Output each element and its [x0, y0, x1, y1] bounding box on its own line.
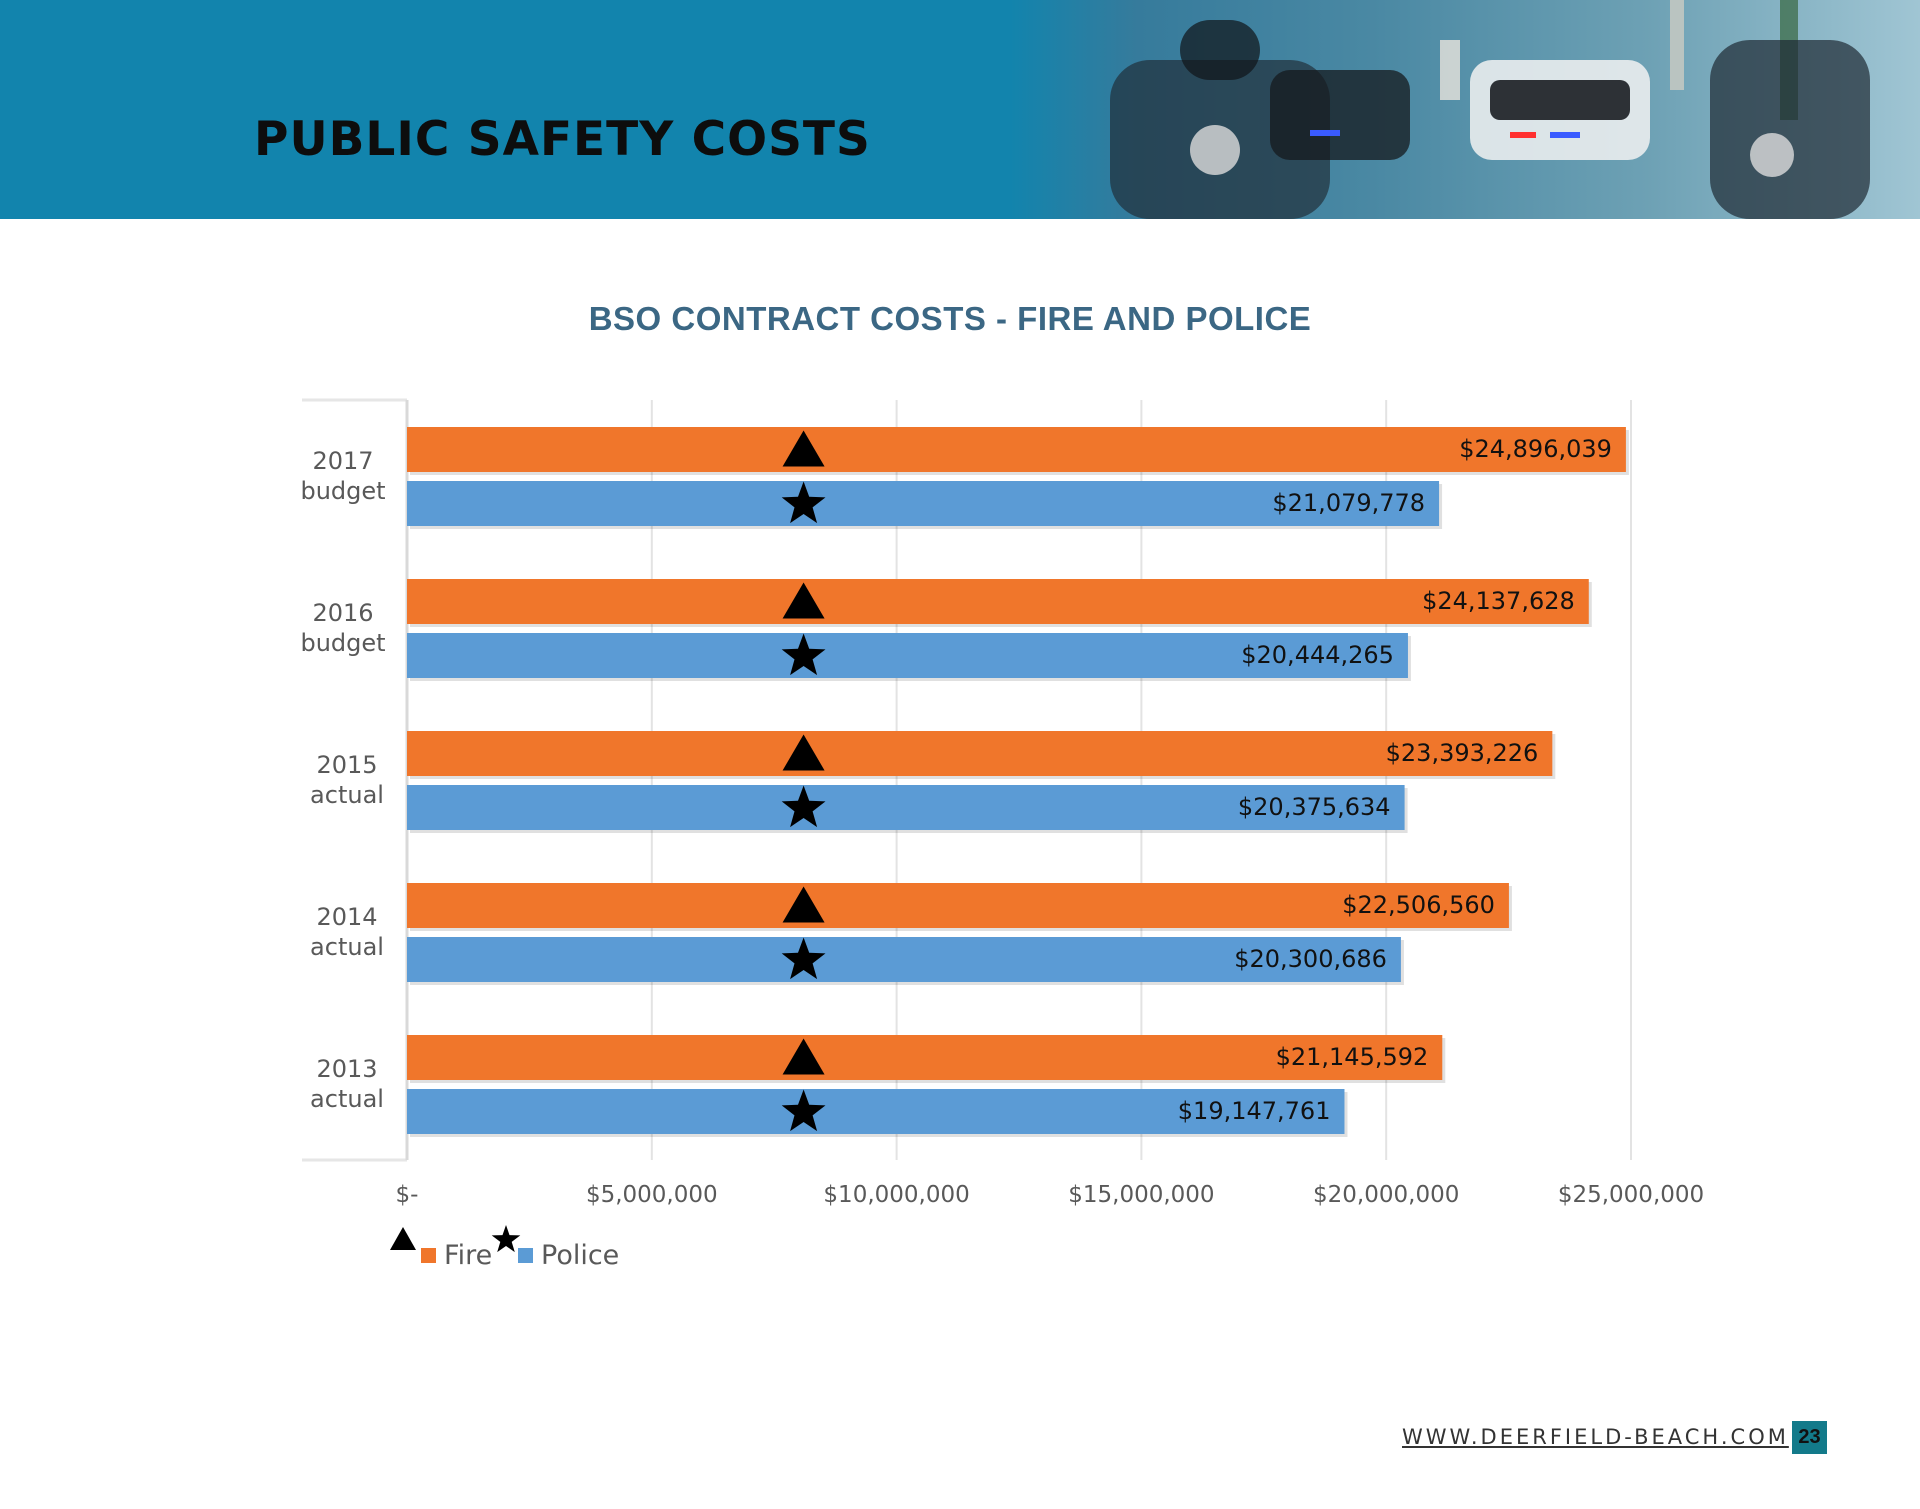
page-number: 23 [1792, 1421, 1827, 1454]
chart-legend: Fire Police [390, 1225, 619, 1271]
police-parade-photo [1110, 0, 1870, 219]
bar-fire [407, 1035, 1443, 1080]
star-icon [781, 481, 826, 524]
category-label-type: actual [310, 933, 384, 961]
data-label: $21,079,778 [1272, 489, 1425, 517]
legend-fire-label: Fire [444, 1240, 492, 1271]
chart-grid [302, 398, 1632, 1162]
category-label-year: 2017 [312, 447, 373, 475]
legend-triangle-icon [390, 1227, 416, 1250]
bar-fire [407, 883, 1509, 928]
triangle-icon [782, 886, 825, 923]
bar-fire [407, 427, 1626, 472]
x-tick-label: $5,000,000 [586, 1182, 718, 1208]
chart-title: BSO CONTRACT COSTS - FIRE AND POLICE [588, 300, 1312, 337]
category-label-type: budget [300, 629, 385, 657]
data-label: $20,444,265 [1241, 641, 1394, 669]
category-label-type: budget [300, 477, 385, 505]
bar-police [407, 633, 1408, 678]
chart-bars: $24,896,039 $21,079,778 $24,137,628 $20,444… [407, 427, 1629, 1137]
bar-police [407, 937, 1401, 982]
star-icon [781, 633, 826, 676]
category-label-year: 2013 [316, 1055, 377, 1083]
category-label-type: actual [310, 1085, 384, 1113]
data-label: $20,375,634 [1238, 793, 1391, 821]
star-icon [781, 785, 826, 828]
category-label-type: actual [310, 781, 384, 809]
star-icon [781, 937, 826, 980]
bar-fire [407, 579, 1589, 624]
triangle-icon [782, 582, 825, 619]
bar-police [407, 1089, 1345, 1134]
footer-url[interactable]: WWW.DEERFIELD-BEACH.COM [1402, 1425, 1789, 1449]
x-tick-label: $- [396, 1182, 419, 1208]
data-label: $23,393,226 [1386, 739, 1539, 767]
bar-chart: $24,896,039 $21,079,778 $24,137,628 $20,444… [300, 398, 1705, 1271]
data-label: $24,137,628 [1422, 587, 1575, 615]
page-title: PUBLIC SAFETY COSTS [254, 112, 871, 167]
category-label-year: 2014 [316, 903, 377, 931]
x-tick-labels: $- $5,000,000 $10,000,000 $15,000,000 $20,00… [396, 1182, 1705, 1208]
data-label: $21,145,592 [1276, 1043, 1429, 1071]
legend-police-label: Police [541, 1240, 619, 1271]
triangle-icon [782, 430, 825, 467]
category-label-year: 2015 [316, 751, 377, 779]
data-label: $24,896,039 [1459, 435, 1612, 463]
x-tick-label: $15,000,000 [1068, 1182, 1214, 1208]
data-label: $22,506,560 [1342, 891, 1495, 919]
x-tick-label: $10,000,000 [823, 1182, 969, 1208]
bar-police [407, 785, 1405, 830]
star-icon [781, 1089, 826, 1132]
bar-police [407, 481, 1440, 526]
header-banner: PUBLIC SAFETY COSTS [0, 0, 1920, 219]
x-tick-label: $20,000,000 [1313, 1182, 1459, 1208]
header-photo [1010, 0, 1920, 219]
category-labels: 2017budget2016budget2015actual2014actual… [300, 447, 385, 1113]
data-label: $19,147,761 [1178, 1097, 1331, 1125]
data-label: $20,300,686 [1234, 945, 1387, 973]
legend-fire-swatch [421, 1248, 436, 1263]
bar-fire [407, 731, 1553, 776]
legend-star-icon [491, 1225, 521, 1253]
triangle-icon [782, 734, 825, 771]
triangle-icon [782, 1038, 825, 1075]
legend-police-swatch [518, 1248, 533, 1263]
category-label-year: 2016 [312, 599, 373, 627]
x-tick-label: $25,000,000 [1558, 1182, 1704, 1208]
